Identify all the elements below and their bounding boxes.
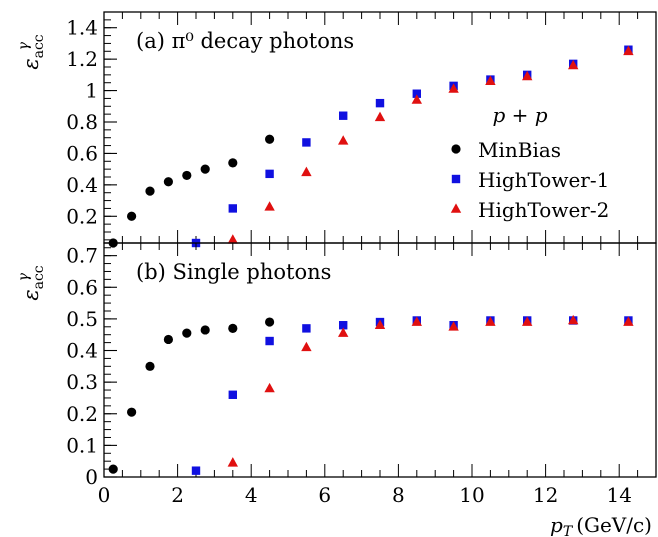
data-point	[265, 134, 275, 144]
data-point	[522, 316, 533, 326]
data-point	[485, 316, 496, 326]
data-point	[339, 111, 348, 120]
series-hightower-2-b	[227, 314, 634, 467]
x-tick-label: 4	[245, 483, 258, 507]
legend-label: MinBias	[478, 138, 561, 162]
data-point	[301, 341, 312, 352]
data-point	[522, 70, 533, 81]
data-point	[374, 111, 386, 122]
series-hightower-1-b	[191, 316, 633, 475]
legend-marker-circle	[451, 144, 461, 154]
data-point	[264, 201, 275, 211]
y-tick-label: 0.2	[66, 204, 98, 228]
legend-title: p + p	[492, 103, 547, 127]
legend-item: MinBias	[451, 138, 561, 162]
series-hightower-2-a	[227, 45, 634, 244]
data-point	[264, 382, 275, 393]
data-point	[228, 158, 238, 168]
data-point	[228, 390, 237, 399]
data-point	[448, 321, 459, 331]
y-tick-label: 0.6	[66, 141, 98, 165]
y-axis-title-1: εaccγ	[16, 265, 47, 300]
data-point	[412, 89, 421, 98]
data-point	[302, 138, 311, 147]
data-point	[568, 59, 579, 70]
series-minbias-a	[108, 134, 275, 248]
data-point	[485, 75, 496, 85]
x-tick-label: 12	[533, 483, 558, 507]
x-tick-label: 0	[98, 483, 111, 507]
data-point	[191, 466, 201, 475]
data-point	[411, 94, 422, 104]
data-point	[448, 83, 459, 93]
y-tick-label: 1	[85, 79, 98, 103]
data-point	[265, 336, 274, 346]
data-point	[338, 135, 349, 145]
data-point	[375, 98, 385, 108]
y-tick-label: 0.6	[66, 275, 98, 299]
panel-label-b: (b) Single photons	[136, 260, 331, 284]
legend-item: HighTower-2	[450, 198, 609, 222]
y-tick-label: 0.1	[66, 433, 98, 457]
data-point	[200, 164, 210, 174]
y-tick-label: 0.7	[66, 244, 98, 268]
legend-label: HighTower-2	[478, 198, 609, 222]
legend-item: HighTower-1	[451, 168, 609, 192]
data-point	[227, 234, 238, 244]
y-tick-label: 0.3	[66, 370, 98, 394]
y-tick-label: 0.4	[66, 173, 98, 197]
x-axis: 0 2 4 6 8 10 12 14 pT (GeV/c)	[98, 483, 652, 537]
panel-label-a: (a) π⁰ decay photons	[136, 29, 354, 53]
y-tick-label: 0.5	[66, 307, 98, 331]
data-point	[228, 323, 238, 333]
data-point	[228, 204, 237, 213]
series-minbias-b	[108, 317, 275, 474]
data-point	[623, 316, 634, 326]
y-tick-label: 1.4	[66, 16, 98, 40]
legend-marker-triangle	[450, 203, 462, 213]
data-point	[182, 170, 192, 181]
y-tick-label: 0.2	[66, 402, 98, 426]
y-tick-label: 0	[85, 465, 98, 489]
legend-marker-square	[451, 174, 461, 184]
data-point	[163, 334, 173, 345]
data-point	[339, 321, 348, 330]
data-point	[374, 319, 386, 330]
y-tick-label: 0.4	[66, 339, 98, 363]
panel-b: 0 0.1 0.2 0.3 0.4 0.5 0.6 0.7 (b) Single photons…	[16, 242, 657, 489]
data-point	[338, 327, 349, 337]
x-tick-label: 10	[459, 483, 484, 507]
y-axis-title-0: εaccγ	[16, 34, 47, 69]
data-point	[163, 177, 173, 187]
legend-label: HighTower-1	[478, 168, 609, 192]
data-point	[265, 169, 274, 179]
legend: p + p MinBias HighTower-1 HighTower-2	[450, 103, 609, 222]
x-tick-label: 8	[392, 483, 405, 507]
panel-a: 0.2 0.4 0.6 0.8 1 1.2 1.4 (a) π⁰ decay photons ε…	[16, 11, 657, 248]
data-point	[182, 328, 192, 338]
data-point	[623, 45, 634, 56]
data-point	[302, 324, 311, 333]
x-tick-label: 6	[318, 483, 331, 507]
x-tick-label: 14	[606, 483, 631, 507]
data-point	[227, 457, 238, 467]
data-point	[411, 316, 422, 326]
data-point	[265, 317, 275, 327]
x-axis-title: pT (GeV/c)	[550, 513, 652, 537]
x-tick-label: 2	[171, 483, 184, 507]
data-point	[108, 464, 118, 474]
data-point	[145, 361, 155, 371]
data-point	[568, 314, 579, 325]
data-point	[301, 166, 312, 177]
data-point	[127, 407, 137, 417]
data-point	[200, 325, 210, 335]
data-point	[127, 211, 137, 221]
data-point	[145, 186, 155, 196]
y-tick-label: 1.2	[66, 47, 98, 71]
y-tick-label: 0.8	[66, 110, 98, 134]
